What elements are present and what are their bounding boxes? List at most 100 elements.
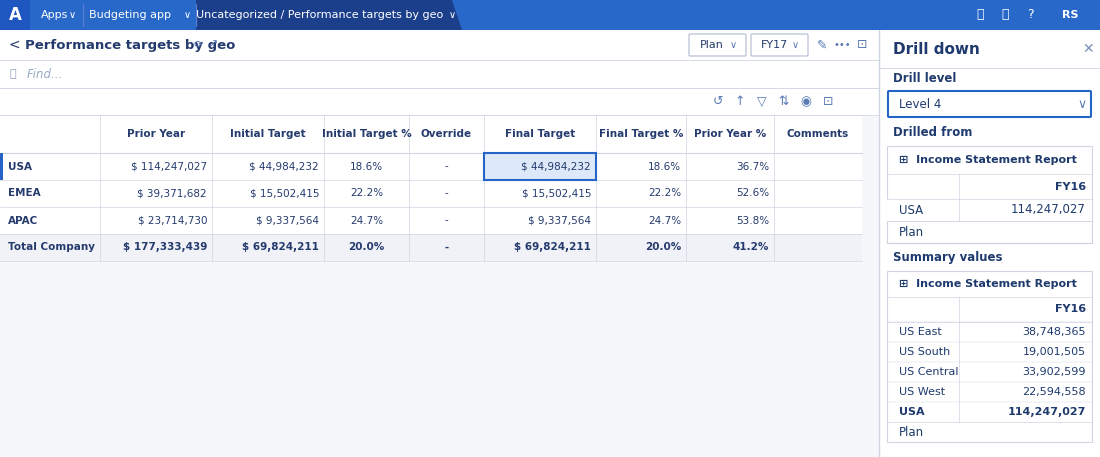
Text: Drill level: Drill level (893, 73, 956, 85)
Bar (887, 271, 1092, 442)
Text: Plan: Plan (700, 40, 724, 50)
Text: USA: USA (899, 407, 925, 417)
Text: ↗: ↗ (208, 40, 218, 50)
Text: Plan: Plan (899, 225, 924, 239)
FancyBboxPatch shape (751, 34, 808, 56)
Text: 19,001,505: 19,001,505 (1023, 347, 1086, 357)
Text: Drill down: Drill down (893, 42, 980, 57)
Text: 22.2%: 22.2% (648, 188, 681, 198)
Bar (484, 153, 596, 180)
Text: Initial Target: Initial Target (230, 129, 306, 139)
Text: ↺: ↺ (713, 95, 724, 108)
Text: ∨: ∨ (791, 40, 799, 50)
Text: -: - (444, 161, 449, 171)
Text: $ 9,337,564: $ 9,337,564 (528, 216, 591, 225)
Text: $ 114,247,027: $ 114,247,027 (131, 161, 207, 171)
Text: A: A (9, 6, 21, 24)
Text: $ 69,824,211: $ 69,824,211 (242, 243, 319, 253)
Text: USA: USA (899, 203, 923, 217)
Text: USA: USA (8, 161, 32, 171)
Bar (0, 0, 1100, 30)
Bar (887, 199, 1092, 221)
Text: $ 15,502,415: $ 15,502,415 (250, 188, 319, 198)
Text: Level 4: Level 4 (899, 97, 942, 111)
Text: Final Target: Final Target (505, 129, 575, 139)
Text: -: - (444, 188, 449, 198)
Text: EMEA: EMEA (8, 188, 41, 198)
Polygon shape (436, 0, 462, 30)
Text: $ 15,502,415: $ 15,502,415 (521, 188, 591, 198)
Text: 24.7%: 24.7% (350, 216, 383, 225)
Text: Uncategorized / Performance targets by geo: Uncategorized / Performance targets by g… (197, 10, 443, 20)
Text: ✎: ✎ (816, 38, 827, 52)
Bar (0, 153, 3, 180)
Bar (0, 30, 879, 457)
Bar (0, 60, 879, 88)
Text: 18.6%: 18.6% (648, 161, 681, 171)
Text: Budgeting app: Budgeting app (89, 10, 170, 20)
Text: FY16: FY16 (1055, 304, 1086, 314)
Text: 20.0%: 20.0% (349, 243, 385, 253)
Text: $ 44,984,232: $ 44,984,232 (521, 161, 591, 171)
Text: Comments: Comments (786, 129, 849, 139)
Bar (196, 0, 446, 30)
Text: Final Target %: Final Target % (598, 129, 683, 139)
Text: 53.8%: 53.8% (736, 216, 769, 225)
Text: ∨: ∨ (184, 10, 190, 20)
Text: 24.7%: 24.7% (648, 216, 681, 225)
Text: Drilled from: Drilled from (893, 126, 972, 138)
Bar (0, 88, 879, 115)
Text: $ 44,984,232: $ 44,984,232 (250, 161, 319, 171)
Text: US East: US East (899, 327, 942, 337)
Text: APAC: APAC (8, 216, 39, 225)
Text: US South: US South (899, 347, 950, 357)
FancyBboxPatch shape (888, 91, 1091, 117)
Text: RS: RS (1062, 10, 1078, 20)
Bar (0, 30, 879, 60)
Text: ⊡: ⊡ (857, 38, 867, 52)
Text: ⟳: ⟳ (194, 40, 202, 50)
Bar (484, 153, 596, 180)
Text: Initial Target %: Initial Target % (321, 129, 411, 139)
Text: Plan: Plan (899, 425, 924, 439)
Text: 36.7%: 36.7% (736, 161, 769, 171)
Text: ∨: ∨ (68, 10, 76, 20)
Bar (879, 30, 1100, 457)
Text: ?: ? (1026, 9, 1033, 21)
Bar (0, 153, 862, 180)
Text: $ 23,714,730: $ 23,714,730 (138, 216, 207, 225)
Text: Prior Year %: Prior Year % (694, 129, 766, 139)
Text: •••: ••• (833, 40, 850, 50)
Text: 52.6%: 52.6% (736, 188, 769, 198)
Text: ⇅: ⇅ (779, 95, 790, 108)
Text: Summary values: Summary values (893, 250, 1002, 264)
Bar (0, 207, 862, 234)
Text: $ 69,824,211: $ 69,824,211 (514, 243, 591, 253)
Bar (0, 234, 862, 261)
Text: 🔍: 🔍 (10, 69, 16, 79)
Text: Total Company: Total Company (8, 243, 95, 253)
Text: 22.2%: 22.2% (350, 188, 383, 198)
Text: ✕: ✕ (1082, 42, 1093, 56)
Text: FY16: FY16 (1055, 181, 1086, 191)
Text: US West: US West (899, 387, 945, 397)
Text: $ 9,337,564: $ 9,337,564 (256, 216, 319, 225)
Text: 18.6%: 18.6% (350, 161, 383, 171)
Text: ◉: ◉ (801, 95, 812, 108)
Text: ⊞  Income Statement Report: ⊞ Income Statement Report (899, 155, 1077, 165)
Text: 114,247,027: 114,247,027 (1011, 203, 1086, 217)
Text: 41.2%: 41.2% (733, 243, 769, 253)
Text: -: - (444, 216, 449, 225)
Text: ↑: ↑ (735, 95, 746, 108)
Text: Prior Year: Prior Year (126, 129, 185, 139)
Text: Apps: Apps (42, 10, 68, 20)
Text: <: < (8, 38, 20, 52)
Text: -: - (444, 243, 449, 253)
Text: Find...: Find... (28, 68, 64, 80)
Bar (887, 146, 1092, 243)
Text: ⊞  Income Statement Report: ⊞ Income Statement Report (899, 279, 1077, 289)
Text: 20.0%: 20.0% (645, 243, 681, 253)
Text: $ 39,371,682: $ 39,371,682 (138, 188, 207, 198)
Text: FY17: FY17 (760, 40, 788, 50)
Text: 🔔: 🔔 (1001, 9, 1009, 21)
